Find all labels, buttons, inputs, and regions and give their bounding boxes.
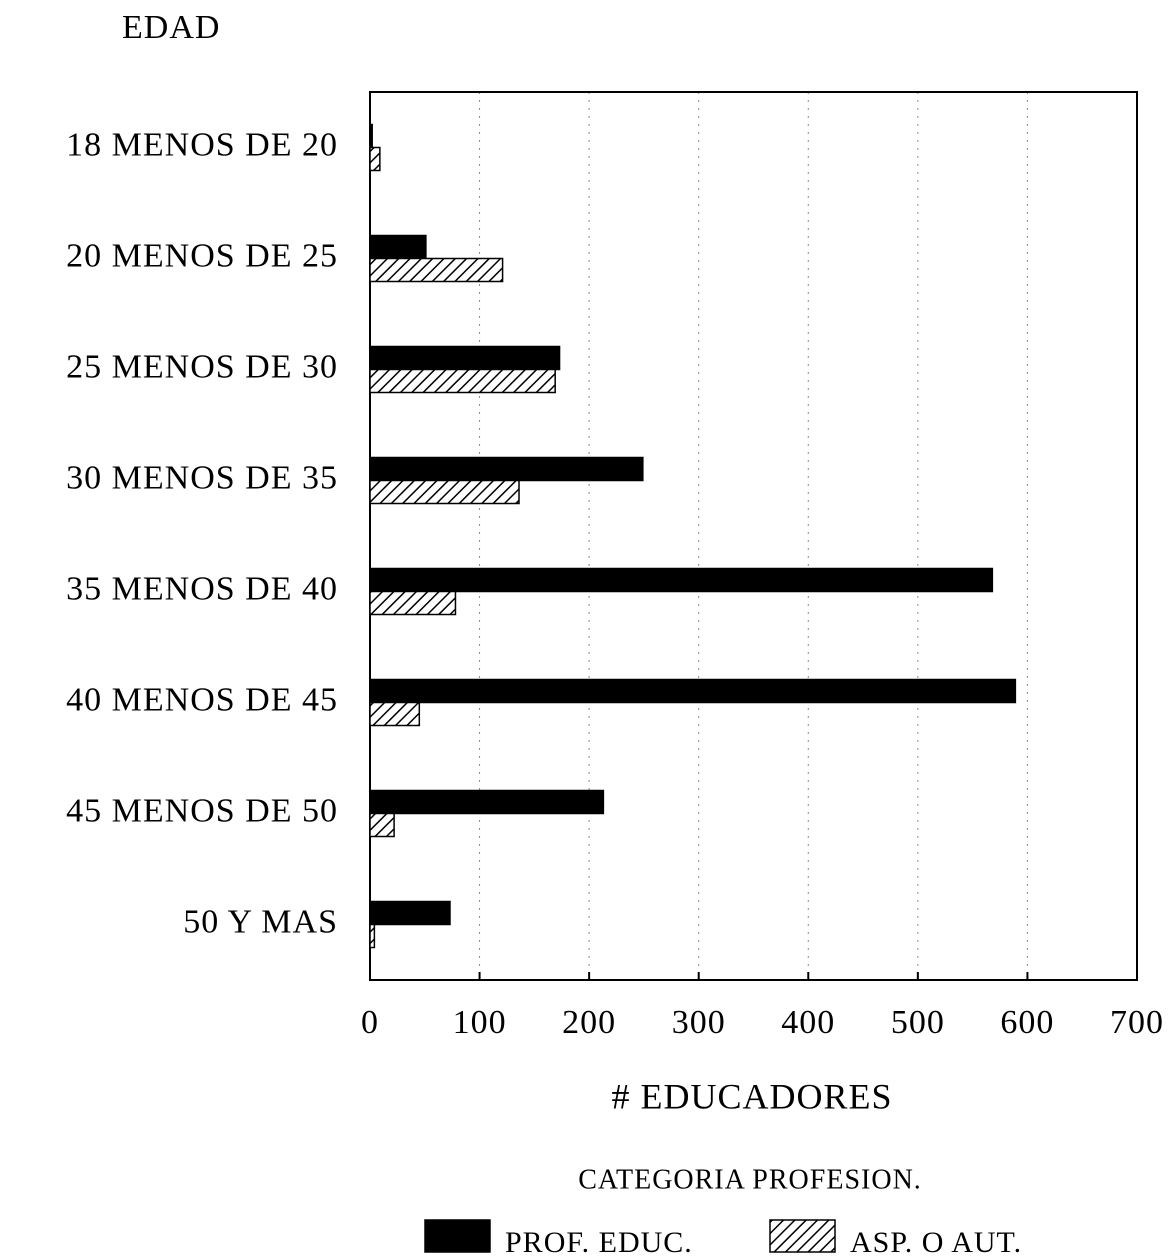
- y-tick-label: 20 MENOS DE 25: [66, 237, 338, 274]
- bar: [369, 590, 457, 616]
- bar: [369, 234, 427, 260]
- x-tick-label: 0: [361, 1004, 379, 1041]
- y-tick-label: 50 Y MAS: [183, 903, 338, 940]
- bar: [369, 368, 556, 394]
- x-tick-label: 300: [672, 1004, 726, 1041]
- y-tick-label: 25 MENOS DE 30: [66, 348, 338, 385]
- legend-swatch: [769, 1219, 836, 1253]
- y-axis-label: EDAD: [122, 9, 220, 46]
- x-tick-label: 100: [453, 1004, 507, 1041]
- x-axis-label: # EDUCADORES: [611, 1076, 892, 1116]
- legend-title: CATEGORIA PROFESION.: [578, 1164, 922, 1195]
- y-tick-label: 40 MENOS DE 45: [66, 681, 338, 718]
- y-tick-label: 30 MENOS DE 35: [66, 459, 338, 496]
- y-tick-label: 35 MENOS DE 40: [66, 570, 338, 607]
- bar: [369, 456, 644, 482]
- bar: [369, 789, 605, 815]
- x-tick-label: 600: [1000, 1004, 1054, 1041]
- x-tick-label: 200: [562, 1004, 616, 1041]
- bar: [369, 479, 520, 505]
- bar: [369, 678, 1017, 704]
- bar: [369, 900, 451, 926]
- plot-frame: [369, 91, 1138, 981]
- x-tick-label: 500: [891, 1004, 945, 1041]
- bar: [369, 923, 376, 949]
- legend-label: ASP. O AUT.: [850, 1226, 1022, 1259]
- bar: [369, 701, 421, 727]
- bar: [369, 567, 994, 593]
- x-tick-label: 400: [781, 1004, 835, 1041]
- bar: [369, 345, 561, 371]
- legend-swatch: [424, 1219, 491, 1253]
- bar: [369, 123, 373, 149]
- bar: [369, 812, 395, 838]
- y-tick-label: 18 MENOS DE 20: [66, 126, 338, 163]
- bar: [369, 257, 504, 283]
- legend-label: PROF. EDUC.: [505, 1226, 693, 1259]
- x-tick-label: 700: [1110, 1004, 1164, 1041]
- bar: [369, 146, 381, 172]
- y-tick-label: 45 MENOS DE 50: [66, 792, 338, 829]
